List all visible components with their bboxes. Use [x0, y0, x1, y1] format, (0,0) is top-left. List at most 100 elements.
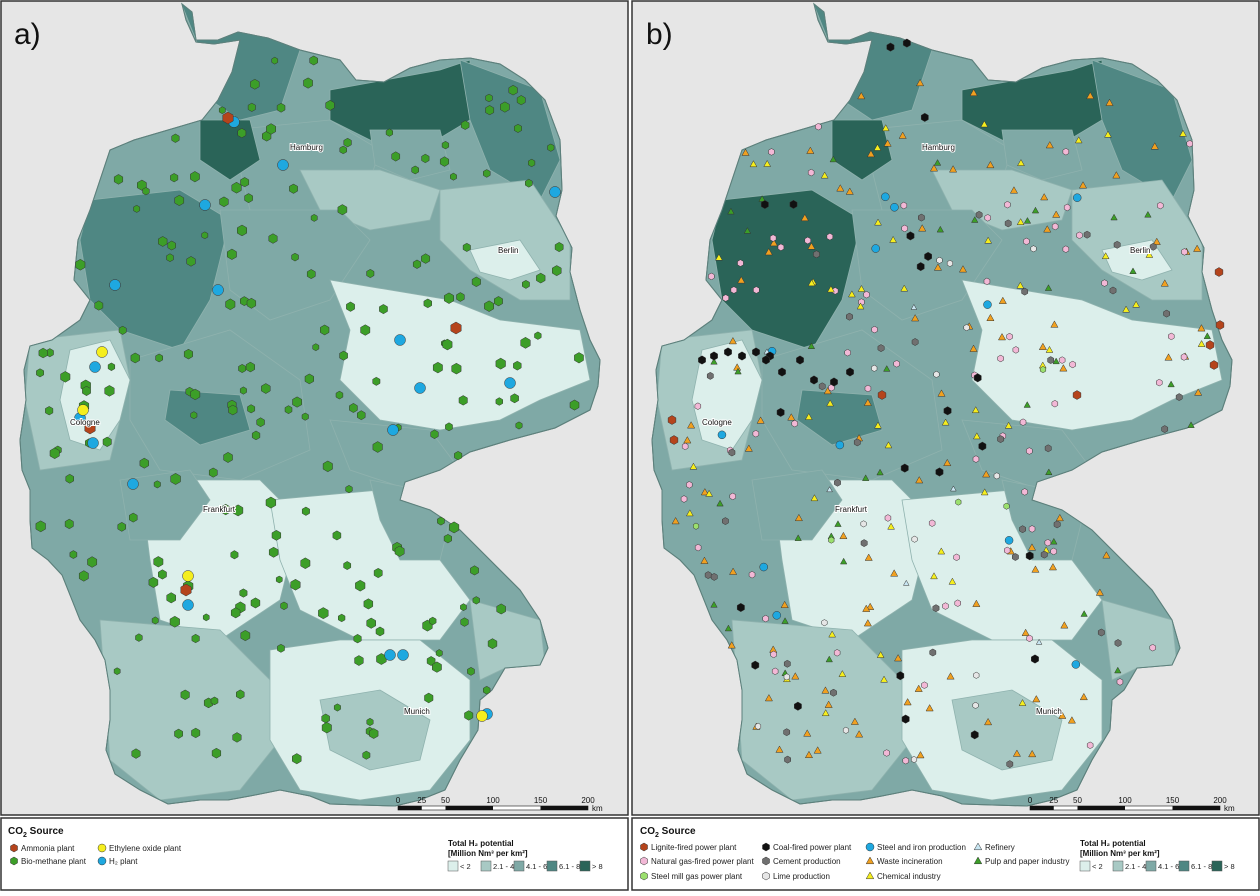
bio-methane-plant-marker — [467, 667, 475, 676]
natural-gas-fired-power-plant-marker — [902, 757, 909, 765]
ethylene-oxide-plant-marker — [476, 710, 488, 722]
bio-methane-plant-marker — [483, 685, 491, 695]
bio-methane-plant-marker — [514, 123, 522, 133]
class-swatch — [579, 860, 591, 872]
waste-incineration-marker — [1164, 353, 1173, 361]
natural-gas-fired-power-plant-marker — [1058, 356, 1066, 364]
bio-methane-plant-marker — [321, 713, 330, 724]
cement-production-marker — [975, 210, 983, 219]
bio-methane-plant-marker — [303, 77, 313, 89]
pulp-and-paper-industry-marker — [883, 365, 891, 372]
bio-methane-plant-marker — [338, 613, 346, 623]
bio-methane-plant-marker — [237, 224, 247, 237]
natural-gas-fired-power-plant-marker — [680, 495, 688, 503]
chemical-industry-marker — [705, 489, 713, 497]
bio-methane-plant-marker — [250, 597, 261, 609]
waste-incineration-marker — [1012, 749, 1021, 757]
waste-incineration-marker — [824, 700, 833, 708]
bio-methane-plant-marker — [372, 441, 383, 453]
cement-production-marker — [704, 571, 712, 579]
bio-methane-plant-marker — [174, 194, 185, 206]
natural-gas-fired-power-plant-marker — [864, 384, 872, 393]
bio-methane-plant-marker — [510, 393, 519, 404]
steel-mill-gas-power-plant-marker — [1039, 366, 1047, 374]
h2-plant-marker — [549, 186, 561, 198]
waste-incineration-marker — [737, 276, 746, 284]
natural-gas-fired-power-plant-marker — [826, 233, 834, 241]
bio-methane-plant-marker — [180, 689, 190, 700]
waste-incineration-marker — [933, 263, 942, 271]
chemical-industry-marker — [880, 675, 888, 683]
region-polygon — [469, 239, 541, 281]
bio-methane-plant-marker — [458, 395, 468, 406]
chemical-industry-marker — [1179, 129, 1187, 137]
bio-methane-plant-marker — [366, 717, 374, 726]
legend-symbol-pulp-and-paper-industry — [973, 856, 983, 865]
waste-incineration-marker — [687, 421, 696, 429]
cement-production-marker — [784, 755, 791, 764]
natural-gas-fired-power-plant-marker — [729, 492, 736, 501]
cement-production-marker — [1012, 553, 1019, 561]
bio-methane-plant-marker — [153, 556, 164, 568]
natural-gas-fired-power-plant-marker — [1181, 248, 1188, 256]
natural-gas-fired-power-plant-marker — [730, 286, 738, 294]
region-polygon — [329, 59, 471, 151]
waste-incineration-marker — [883, 139, 892, 147]
bio-methane-plant-marker — [456, 292, 465, 302]
waste-incineration-marker — [1048, 563, 1057, 571]
natural-gas-fired-power-plant-marker — [1157, 201, 1164, 210]
chemical-industry-marker — [1017, 159, 1025, 166]
bio-methane-plant-marker — [443, 534, 452, 544]
bio-methane-plant-marker — [223, 452, 233, 463]
coal-fired-power-plant-marker — [794, 701, 802, 711]
bio-methane-plant-marker — [225, 298, 236, 311]
legend-symbol-cement-production — [762, 856, 770, 866]
bio-methane-plant-marker — [158, 236, 168, 247]
lime-production-marker — [946, 259, 953, 267]
bio-methane-plant-marker — [574, 352, 584, 364]
waste-incineration-marker — [728, 336, 737, 345]
region-polygon — [691, 339, 763, 451]
co2-source-markers-b — [667, 38, 1225, 768]
pulp-and-paper-industry-marker — [758, 195, 766, 202]
bio-methane-plant-marker — [292, 396, 302, 408]
waste-incineration-marker — [997, 332, 1007, 341]
bio-methane-plant-marker — [318, 607, 329, 620]
h2-plant-marker — [182, 599, 194, 611]
bio-methane-plant-marker — [339, 350, 348, 361]
legend-symbol-ammonia-plant — [10, 843, 18, 853]
natural-gas-fired-power-plant-marker — [953, 553, 960, 561]
waste-incineration-marker — [756, 416, 765, 424]
waste-incineration-marker — [937, 389, 946, 397]
bio-methane-plant-marker — [525, 178, 533, 188]
bio-methane-plant-marker — [256, 417, 265, 428]
waste-incineration-marker — [1067, 716, 1076, 724]
natural-gas-fired-power-plant-marker — [884, 514, 892, 522]
h2-plant-marker — [89, 361, 101, 373]
waste-incineration-marker — [894, 654, 903, 662]
legend-symbol-steel-mill-gas-power-plant — [640, 871, 648, 881]
bio-methane-plant-marker — [470, 565, 479, 576]
waste-incineration-marker — [1050, 320, 1059, 328]
potential-unit-a: [Million Nm³ per km²] — [448, 849, 528, 858]
bio-methane-plant-marker — [131, 748, 141, 759]
bio-methane-plant-marker — [268, 546, 279, 558]
cement-production-marker — [918, 213, 925, 222]
chemical-industry-marker — [941, 418, 950, 426]
bio-methane-plant-marker — [290, 579, 301, 591]
bio-methane-plant-marker — [142, 187, 150, 196]
lime-production-marker — [755, 722, 762, 730]
class-label: < 2 — [1092, 862, 1103, 871]
bio-methane-plant-marker — [426, 656, 436, 666]
class-swatch — [546, 860, 558, 872]
legend-item-label: Steel mill gas power plant — [651, 872, 743, 881]
natural-gas-fired-power-plant-marker — [768, 148, 775, 156]
steel-mill-gas-power-plant-marker — [828, 536, 835, 544]
waste-incineration-marker — [914, 684, 923, 692]
region-polygon — [961, 279, 1223, 431]
h2-plant-marker — [394, 334, 406, 346]
scale-tick-label: 25 — [1049, 796, 1058, 805]
h2-plant-marker — [87, 437, 99, 449]
chemical-industry-marker — [848, 290, 856, 298]
waste-incineration-marker — [671, 516, 680, 525]
